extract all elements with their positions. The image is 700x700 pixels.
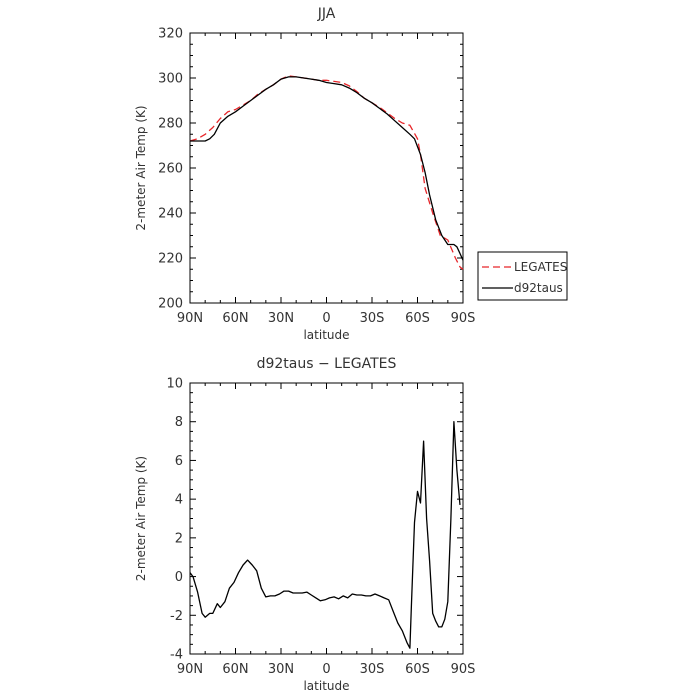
x-tick-label: 90S (451, 662, 476, 677)
x-tick-label: 60N (222, 311, 248, 326)
top-panel-jja: 200 220 240 260 280 300 320 90N 60N 30N 0 30S 60S 90S… (134, 6, 475, 342)
x-tick-label: 90N (177, 662, 203, 677)
x-axis-label: latitude (303, 679, 349, 693)
y-tick-label: 0 (175, 570, 183, 585)
y-tick-label: 280 (158, 117, 183, 132)
y-tick-label: 320 (158, 27, 183, 42)
y-tick-label: -4 (170, 648, 183, 663)
legend-box (477, 251, 568, 301)
chart-title: d92taus − LEGATES (257, 356, 397, 372)
y-tick-label: 220 (158, 252, 183, 267)
y-tick-label: 6 (175, 454, 183, 469)
x-tick-label: 0 (322, 311, 330, 326)
y-tick-label: 2 (175, 531, 183, 546)
legend-label-legates: LEGATES (514, 260, 567, 274)
y-tick-label: 300 (158, 72, 183, 87)
series-line-legates (189, 75, 464, 270)
x-tick-label: 90S (451, 311, 476, 326)
y-axis-label: 2-meter Air Temp (K) (134, 105, 148, 230)
series-line-difference (189, 421, 461, 649)
y-axis-label: 2-meter Air Temp (K) (134, 456, 148, 581)
y-tick-label: 200 (158, 297, 183, 312)
x-tick-label: 60S (405, 662, 430, 677)
plot-frame (189, 382, 464, 655)
x-axis-label: latitude (303, 328, 349, 342)
series-line-d92taus (190, 76, 464, 261)
y-tick-label: 240 (158, 207, 183, 222)
y-tick-label: 10 (166, 377, 183, 392)
y-tick-label: -2 (170, 609, 183, 624)
chart-title: JJA (317, 6, 336, 22)
legend: LEGATES d92taus (477, 251, 568, 301)
x-tick-label: 30S (360, 311, 385, 326)
x-tick-label: 30S (360, 662, 385, 677)
x-tick-label: 90N (177, 311, 203, 326)
bottom-panel-difference: -4 -2 0 2 4 6 8 10 90N 60N 30N 0 30S 60S 90S d92taus − … (134, 356, 475, 693)
x-tick-label: 30N (268, 662, 294, 677)
x-tick-label: 60S (405, 311, 430, 326)
y-tick-label: 8 (175, 415, 183, 430)
y-tick-label: 4 (175, 493, 183, 508)
x-tick-label: 30N (268, 311, 294, 326)
x-tick-label: 0 (322, 662, 330, 677)
x-tick-label: 60N (222, 662, 248, 677)
legend-label-d92taus: d92taus (514, 281, 563, 295)
y-tick-label: 260 (158, 162, 183, 177)
